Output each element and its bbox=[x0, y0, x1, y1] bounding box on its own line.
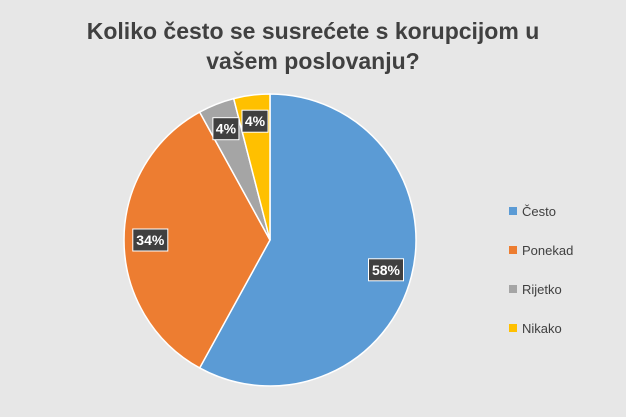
data-label-cesto: 58% bbox=[368, 258, 404, 282]
legend-label-nikako: Nikako bbox=[522, 321, 562, 336]
pie-slice-cesto bbox=[198, 93, 417, 387]
chart-title-line-2: vašem poslovanju? bbox=[206, 48, 419, 74]
data-labels: 58% 34% 4% 4% bbox=[132, 109, 404, 282]
legend-box bbox=[477, 192, 603, 352]
legend-swatch-rijetko bbox=[509, 285, 517, 293]
data-label-value: 58% bbox=[372, 262, 401, 278]
data-label-value: 4% bbox=[245, 113, 266, 129]
legend-label-ponekad: Ponekad bbox=[522, 243, 573, 258]
data-label-box bbox=[241, 109, 269, 133]
chart-title-line-1: Koliko često se susrećete s korupcijom u bbox=[87, 18, 540, 44]
pie-slice-ponekad bbox=[123, 111, 271, 369]
legend-swatch-ponekad bbox=[509, 246, 517, 254]
data-label-box bbox=[212, 117, 240, 141]
legend-label-rijetko: Rijetko bbox=[522, 282, 562, 297]
legend-swatch-nikako bbox=[509, 324, 517, 332]
data-label-rijetko: 4% bbox=[212, 117, 240, 141]
data-label-ponekad: 34% bbox=[132, 228, 169, 252]
data-label-value: 4% bbox=[216, 121, 237, 137]
legend-label-cesto: Često bbox=[522, 204, 556, 219]
data-label-box bbox=[368, 258, 404, 282]
legend-swatch-cesto bbox=[509, 207, 517, 215]
data-label-box bbox=[132, 228, 169, 252]
legend: Često Ponekad Rijetko Nikako bbox=[477, 192, 603, 352]
data-label-value: 34% bbox=[136, 232, 165, 248]
data-label-nikako: 4% bbox=[241, 109, 269, 133]
